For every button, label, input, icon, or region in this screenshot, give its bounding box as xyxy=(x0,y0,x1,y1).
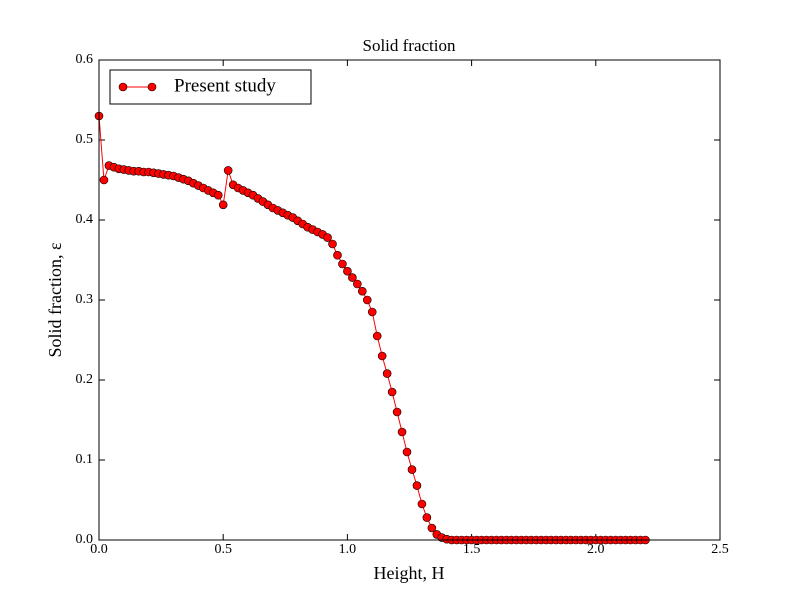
x-tick-label: 0.5 xyxy=(214,542,232,557)
data-point xyxy=(333,250,342,260)
data-point xyxy=(223,166,233,175)
plot-frame xyxy=(98,59,721,541)
data-point xyxy=(402,447,412,457)
data-point xyxy=(338,259,347,269)
x-tick-label: 2.5 xyxy=(711,542,729,557)
data-point xyxy=(377,351,387,361)
data-point xyxy=(328,239,337,249)
data-point xyxy=(387,387,397,397)
y-tick-label: 0.2 xyxy=(76,372,94,387)
data-point xyxy=(427,523,437,533)
x-tick-label: 1.0 xyxy=(339,542,357,557)
x-tick-label: 1.5 xyxy=(463,542,481,557)
legend-box xyxy=(109,69,312,105)
chart-title: Solid fraction xyxy=(362,36,456,55)
y-tick-label: 0.0 xyxy=(76,532,94,547)
data-point xyxy=(343,266,352,276)
y-tick-label: 0.1 xyxy=(76,452,94,467)
y-tick-label: 0.6 xyxy=(76,52,94,67)
data-point xyxy=(422,513,432,522)
data-point xyxy=(323,233,332,242)
x-tick-label: 0.0 xyxy=(90,542,108,557)
data-point xyxy=(367,307,377,317)
data-point xyxy=(362,295,372,305)
data-point xyxy=(372,331,382,341)
data-point xyxy=(348,273,357,282)
y-tick-label: 0.5 xyxy=(76,132,94,147)
data-point xyxy=(412,481,422,490)
data-point xyxy=(392,407,402,417)
y-axis-label: Solid fraction, ε xyxy=(45,242,65,357)
data-point xyxy=(99,175,109,185)
x-tick-label: 2.0 xyxy=(587,542,605,557)
data-point xyxy=(213,190,223,200)
x-axis-label: Height, H xyxy=(374,563,445,583)
legend-label: Present study xyxy=(174,75,276,96)
data-point xyxy=(417,499,427,509)
y-tick-label: 0.3 xyxy=(76,292,94,307)
legend-marker xyxy=(118,82,128,92)
legend-marker xyxy=(147,82,157,92)
data-point xyxy=(358,286,367,296)
y-tick-label: 0.4 xyxy=(76,212,94,227)
data-point xyxy=(397,427,407,437)
data-point xyxy=(382,369,392,378)
data-point xyxy=(407,465,417,474)
data-point xyxy=(353,279,362,289)
data-point xyxy=(218,200,228,210)
